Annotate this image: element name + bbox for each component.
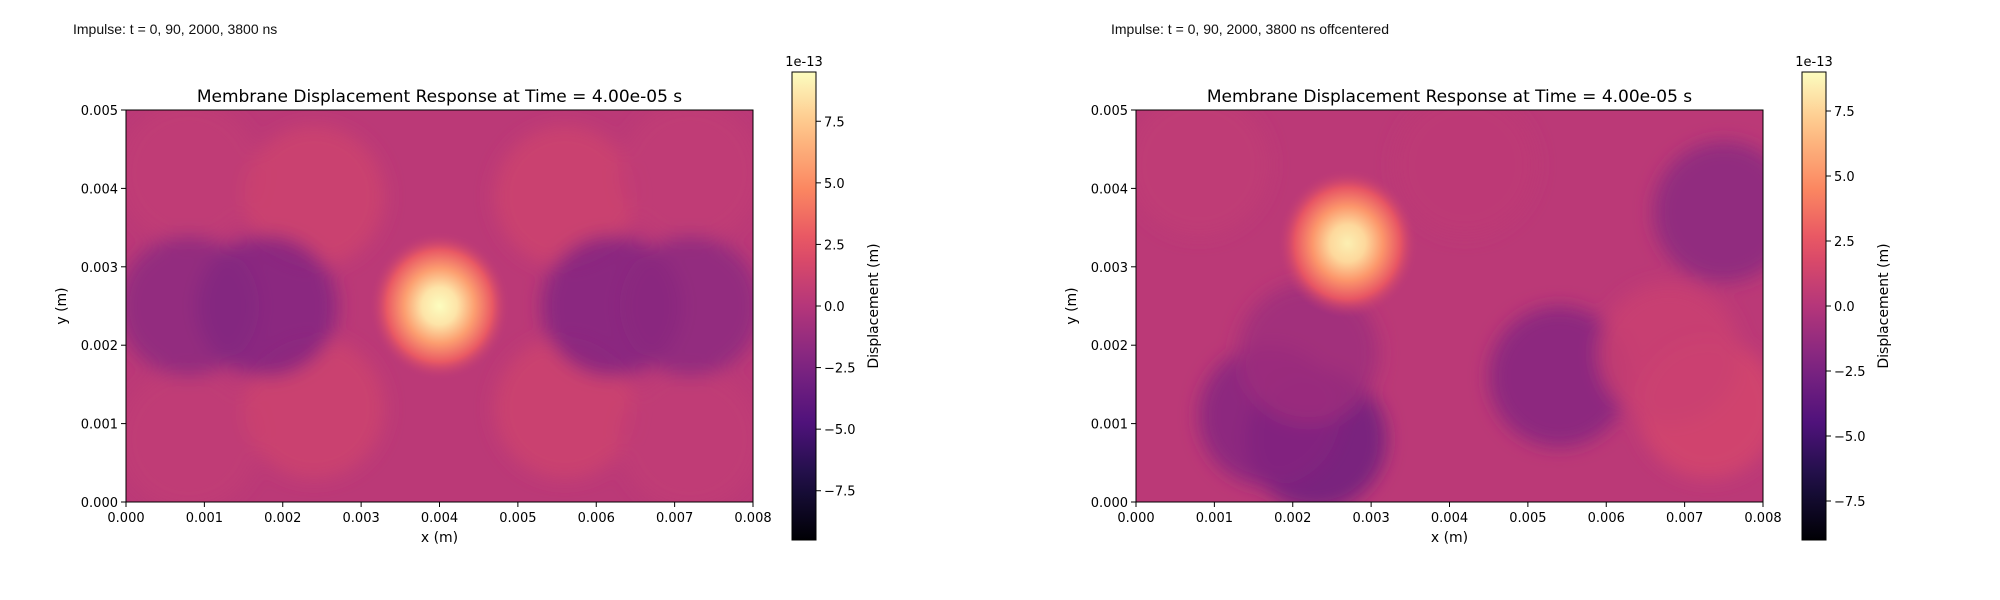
x-tick-label: 0.008 (1744, 511, 1781, 526)
heatmap-features (126, 110, 753, 502)
colorbar-label: Displacement (m) (866, 243, 882, 368)
y-axis-label: y (m) (54, 287, 70, 324)
heatmap-feature-3 (1653, 141, 1763, 283)
colorbar-tick-label: −7.5 (824, 485, 856, 500)
colorbar: −7.5 −5.0 −2.5 0.0 2.5 5.0 7.5 1e-13 Displacemen… (1795, 55, 1892, 541)
x-tick-label: 0.000 (107, 511, 144, 526)
heatmap-feature-6 (1136, 110, 1270, 236)
heatmap-feature-3 (619, 110, 753, 244)
y-tick-label: 0.005 (81, 104, 118, 119)
colorbar: −7.5 −5.0 −2.5 0.0 2.5 5.0 7.5 1e-13 Displacemen… (785, 55, 882, 541)
x-tick-label: 0.004 (421, 511, 458, 526)
x-tick-label: 0.001 (186, 511, 223, 526)
x-tick-label: 0.003 (1353, 511, 1390, 526)
colorbar-tick-label: −5.0 (1834, 430, 1866, 445)
colorbar-tick-label: −2.5 (824, 362, 856, 377)
colorbar-tick-label: −5.0 (824, 423, 856, 438)
y-tick-label: 0.003 (1091, 261, 1128, 276)
chart-title: Membrane Displacement Response at Time =… (1207, 87, 1692, 107)
y-tick-label: 0.005 (1091, 104, 1128, 119)
heatmap-field (1136, 110, 1763, 502)
x-axis-label: x (m) (1431, 530, 1468, 546)
y-axis-label: y (m) (1064, 287, 1080, 324)
colorbar-tick-label: 5.0 (1834, 170, 1855, 185)
x-axis-label: x (m) (421, 530, 458, 546)
colorbar-label: Displacement (m) (1876, 243, 1892, 368)
y-tick-label: 0.004 (1091, 182, 1128, 197)
colorbar-tick-label: −2.5 (1834, 365, 1866, 380)
right-panel-caption: Impulse: t = 0, 90, 2000, 3800 ns offcen… (1111, 21, 1389, 37)
colorbar-gradient (1801, 71, 1827, 541)
x-tick-label: 0.007 (656, 511, 693, 526)
left-panel-caption: Impulse: t = 0, 90, 2000, 3800 ns (73, 21, 278, 37)
x-tick-label: 0.002 (1274, 511, 1311, 526)
x-tick-label: 0.001 (1196, 511, 1233, 526)
colorbar-tick-label: 5.0 (824, 177, 845, 192)
colorbar-gradient (791, 71, 817, 541)
heatmap-feature-5 (1598, 282, 1740, 424)
heatmap-feature-2 (494, 125, 636, 267)
heatmap-feature-2 (1488, 306, 1630, 448)
heatmap-feature-11 (619, 235, 753, 377)
y-tick-label: 0.004 (81, 182, 118, 197)
heatmap-features (1136, 110, 1763, 502)
x-tick-label: 0.002 (264, 511, 301, 526)
y-tick-label: 0.003 (81, 261, 118, 276)
y-tick-label: 0.001 (81, 418, 118, 433)
x-tick-label: 0.006 (1588, 511, 1625, 526)
colorbar-tick-label: 2.5 (824, 238, 845, 253)
heatmap-feature-4 (126, 368, 260, 502)
chart-title: Membrane Displacement Response at Time =… (197, 87, 682, 107)
heatmap-feature-0 (126, 110, 260, 244)
y-tick-label: 0.001 (1091, 418, 1128, 433)
x-tick-label: 0.006 (578, 511, 615, 526)
colorbar-tick-label: 0.0 (1834, 300, 1855, 315)
colorbar-tick-label: 7.5 (1834, 105, 1855, 120)
colorbar-offset-text: 1e-13 (1795, 55, 1833, 70)
colorbar-tick-label: 0.0 (824, 300, 845, 315)
x-tick-label: 0.007 (1666, 511, 1703, 526)
heatmap-feature-9 (196, 235, 338, 377)
heatmap-feature-7 (619, 368, 753, 502)
x-tick-label: 0.004 (1431, 511, 1468, 526)
colorbar-tick-label: 2.5 (1834, 235, 1855, 250)
y-tick-label: 0.000 (1091, 496, 1128, 511)
heatmap-field (126, 110, 753, 502)
colorbar-offset-text: 1e-13 (785, 55, 823, 70)
heatmap-feature-7 (1394, 110, 1536, 236)
x-tick-label: 0.000 (1117, 511, 1154, 526)
heatmap-peak (1277, 168, 1419, 318)
x-tick-label: 0.003 (343, 511, 380, 526)
colorbar-tick-label: −7.5 (1834, 495, 1866, 510)
heatmap-panel-2: Membrane Displacement Response at Time =… (1064, 55, 1892, 546)
heatmap-peak (368, 231, 511, 381)
heatmap-panel-1: Membrane Displacement Response at Time =… (54, 55, 882, 546)
y-tick-label: 0.002 (81, 339, 118, 354)
x-tick-label: 0.005 (499, 511, 536, 526)
colorbar-tick-label: 7.5 (824, 115, 845, 130)
y-tick-label: 0.000 (81, 496, 118, 511)
x-tick-label: 0.005 (1509, 511, 1546, 526)
y-tick-label: 0.002 (1091, 339, 1128, 354)
heatmap-feature-8 (1237, 282, 1379, 424)
heatmap-feature-1 (243, 125, 385, 267)
x-tick-label: 0.008 (734, 511, 771, 526)
